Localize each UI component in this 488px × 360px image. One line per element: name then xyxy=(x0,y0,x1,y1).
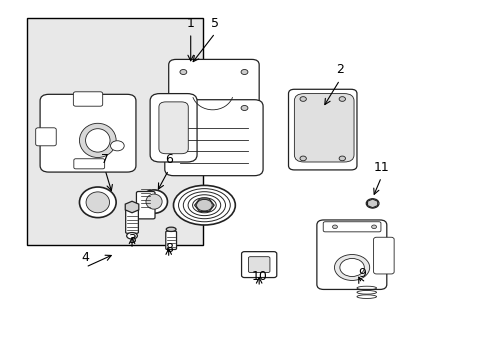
Ellipse shape xyxy=(178,189,230,222)
FancyBboxPatch shape xyxy=(165,231,176,249)
FancyBboxPatch shape xyxy=(323,222,380,232)
Ellipse shape xyxy=(173,185,235,225)
FancyBboxPatch shape xyxy=(288,89,356,170)
Ellipse shape xyxy=(332,225,337,229)
FancyBboxPatch shape xyxy=(73,92,102,106)
Ellipse shape xyxy=(86,192,109,213)
Ellipse shape xyxy=(334,255,369,280)
Text: 3: 3 xyxy=(128,233,136,246)
Text: 6: 6 xyxy=(164,153,172,166)
Ellipse shape xyxy=(180,69,186,75)
Ellipse shape xyxy=(192,198,216,213)
Ellipse shape xyxy=(339,258,364,276)
FancyBboxPatch shape xyxy=(136,192,155,219)
FancyBboxPatch shape xyxy=(248,257,269,273)
Ellipse shape xyxy=(80,187,116,217)
Ellipse shape xyxy=(80,123,116,158)
Ellipse shape xyxy=(241,69,247,75)
FancyBboxPatch shape xyxy=(150,94,197,162)
FancyBboxPatch shape xyxy=(168,59,259,121)
Bar xyxy=(27,18,203,245)
Polygon shape xyxy=(194,199,214,211)
Ellipse shape xyxy=(299,96,305,101)
Text: 8: 8 xyxy=(164,242,172,255)
FancyBboxPatch shape xyxy=(159,102,188,154)
FancyBboxPatch shape xyxy=(373,237,393,274)
Ellipse shape xyxy=(183,192,225,219)
FancyBboxPatch shape xyxy=(164,100,263,176)
Ellipse shape xyxy=(339,156,345,161)
Ellipse shape xyxy=(166,227,176,231)
Text: 7: 7 xyxy=(101,153,109,166)
Ellipse shape xyxy=(299,156,305,161)
Text: 10: 10 xyxy=(251,270,266,283)
Text: 5: 5 xyxy=(211,17,219,30)
Text: 2: 2 xyxy=(335,63,343,76)
Ellipse shape xyxy=(371,225,376,229)
FancyBboxPatch shape xyxy=(36,128,56,146)
FancyBboxPatch shape xyxy=(316,220,386,289)
Ellipse shape xyxy=(141,190,167,213)
Text: 1: 1 xyxy=(186,17,194,30)
FancyBboxPatch shape xyxy=(294,94,353,162)
FancyBboxPatch shape xyxy=(125,210,138,233)
FancyBboxPatch shape xyxy=(40,94,136,172)
Ellipse shape xyxy=(110,141,124,151)
Ellipse shape xyxy=(188,195,220,216)
Ellipse shape xyxy=(146,194,162,209)
FancyBboxPatch shape xyxy=(241,252,276,278)
Ellipse shape xyxy=(241,105,247,111)
Polygon shape xyxy=(125,201,139,213)
Text: 11: 11 xyxy=(373,161,388,174)
Polygon shape xyxy=(367,199,377,208)
Ellipse shape xyxy=(85,129,110,152)
FancyBboxPatch shape xyxy=(74,159,104,169)
Text: 4: 4 xyxy=(81,251,89,264)
Ellipse shape xyxy=(126,233,137,239)
Ellipse shape xyxy=(366,199,378,208)
Text: 9: 9 xyxy=(357,267,365,280)
Ellipse shape xyxy=(339,96,345,101)
Ellipse shape xyxy=(180,105,186,111)
